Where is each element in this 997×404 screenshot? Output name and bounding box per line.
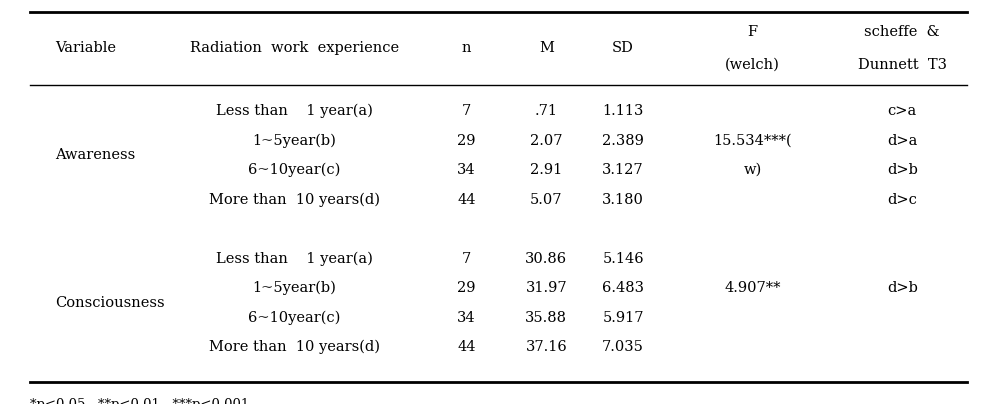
Text: 31.97: 31.97 bbox=[525, 281, 567, 295]
Text: 4.907**: 4.907** bbox=[725, 281, 781, 295]
Text: M: M bbox=[539, 42, 553, 55]
Text: 6~10year(c): 6~10year(c) bbox=[248, 310, 340, 325]
Text: .71: .71 bbox=[534, 104, 558, 118]
Text: 5.146: 5.146 bbox=[602, 252, 644, 265]
Text: Radiation  work  experience: Radiation work experience bbox=[189, 42, 399, 55]
Text: 2.91: 2.91 bbox=[530, 163, 562, 177]
Text: 1~5year(b): 1~5year(b) bbox=[252, 281, 336, 295]
Text: 34: 34 bbox=[458, 311, 476, 324]
Text: More than  10 years(d): More than 10 years(d) bbox=[208, 340, 380, 354]
Text: 5.917: 5.917 bbox=[602, 311, 644, 324]
Text: d>a: d>a bbox=[887, 134, 917, 147]
Text: Less than    1 year(a): Less than 1 year(a) bbox=[215, 104, 373, 118]
Text: SD: SD bbox=[612, 42, 634, 55]
Text: 29: 29 bbox=[458, 281, 476, 295]
Text: More than  10 years(d): More than 10 years(d) bbox=[208, 192, 380, 207]
Text: Dunnett  T3: Dunnett T3 bbox=[857, 58, 947, 72]
Text: 7.035: 7.035 bbox=[602, 340, 644, 354]
Text: d>c: d>c bbox=[887, 193, 917, 206]
Text: 34: 34 bbox=[458, 163, 476, 177]
Text: 7: 7 bbox=[462, 252, 472, 265]
Text: d>b: d>b bbox=[887, 163, 917, 177]
Text: 1~5year(b): 1~5year(b) bbox=[252, 133, 336, 148]
Text: Less than    1 year(a): Less than 1 year(a) bbox=[215, 251, 373, 266]
Text: 5.07: 5.07 bbox=[530, 193, 562, 206]
Text: 1.113: 1.113 bbox=[602, 104, 644, 118]
Text: 44: 44 bbox=[458, 193, 476, 206]
Text: d>b: d>b bbox=[887, 281, 917, 295]
Text: Variable: Variable bbox=[55, 42, 116, 55]
Text: scheffe  &: scheffe & bbox=[864, 25, 940, 39]
Text: w): w) bbox=[744, 163, 762, 177]
Text: 2.07: 2.07 bbox=[530, 134, 562, 147]
Text: Consciousness: Consciousness bbox=[55, 296, 165, 310]
Text: 3.127: 3.127 bbox=[602, 163, 644, 177]
Text: 6.483: 6.483 bbox=[602, 281, 644, 295]
Text: 3.180: 3.180 bbox=[602, 193, 644, 206]
Text: 2.389: 2.389 bbox=[602, 134, 644, 147]
Text: Awareness: Awareness bbox=[55, 148, 135, 162]
Text: 37.16: 37.16 bbox=[525, 340, 567, 354]
Text: c>a: c>a bbox=[887, 104, 917, 118]
Text: 44: 44 bbox=[458, 340, 476, 354]
Text: 15.534***(: 15.534***( bbox=[714, 134, 792, 147]
Text: 29: 29 bbox=[458, 134, 476, 147]
Text: F: F bbox=[748, 25, 758, 39]
Text: 35.88: 35.88 bbox=[525, 311, 567, 324]
Text: 6~10year(c): 6~10year(c) bbox=[248, 163, 340, 177]
Text: 7: 7 bbox=[462, 104, 472, 118]
Text: *p<0.05,  **p<0.01,  ***p<0.001: *p<0.05, **p<0.01, ***p<0.001 bbox=[30, 398, 249, 404]
Text: 30.86: 30.86 bbox=[525, 252, 567, 265]
Text: n: n bbox=[462, 42, 472, 55]
Text: (welch): (welch) bbox=[725, 58, 781, 72]
